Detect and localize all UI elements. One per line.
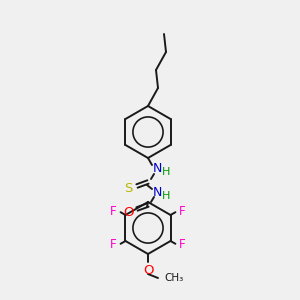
- Text: N: N: [152, 163, 162, 176]
- Text: F: F: [179, 238, 186, 251]
- Text: N: N: [152, 187, 162, 200]
- Text: F: F: [110, 205, 117, 218]
- Text: F: F: [179, 205, 186, 218]
- Text: S: S: [124, 182, 132, 196]
- Text: O: O: [143, 263, 153, 277]
- Text: CH₃: CH₃: [164, 273, 183, 283]
- Text: O: O: [123, 206, 133, 218]
- Text: H: H: [162, 167, 170, 177]
- Text: H: H: [162, 191, 170, 201]
- Text: F: F: [110, 238, 117, 251]
